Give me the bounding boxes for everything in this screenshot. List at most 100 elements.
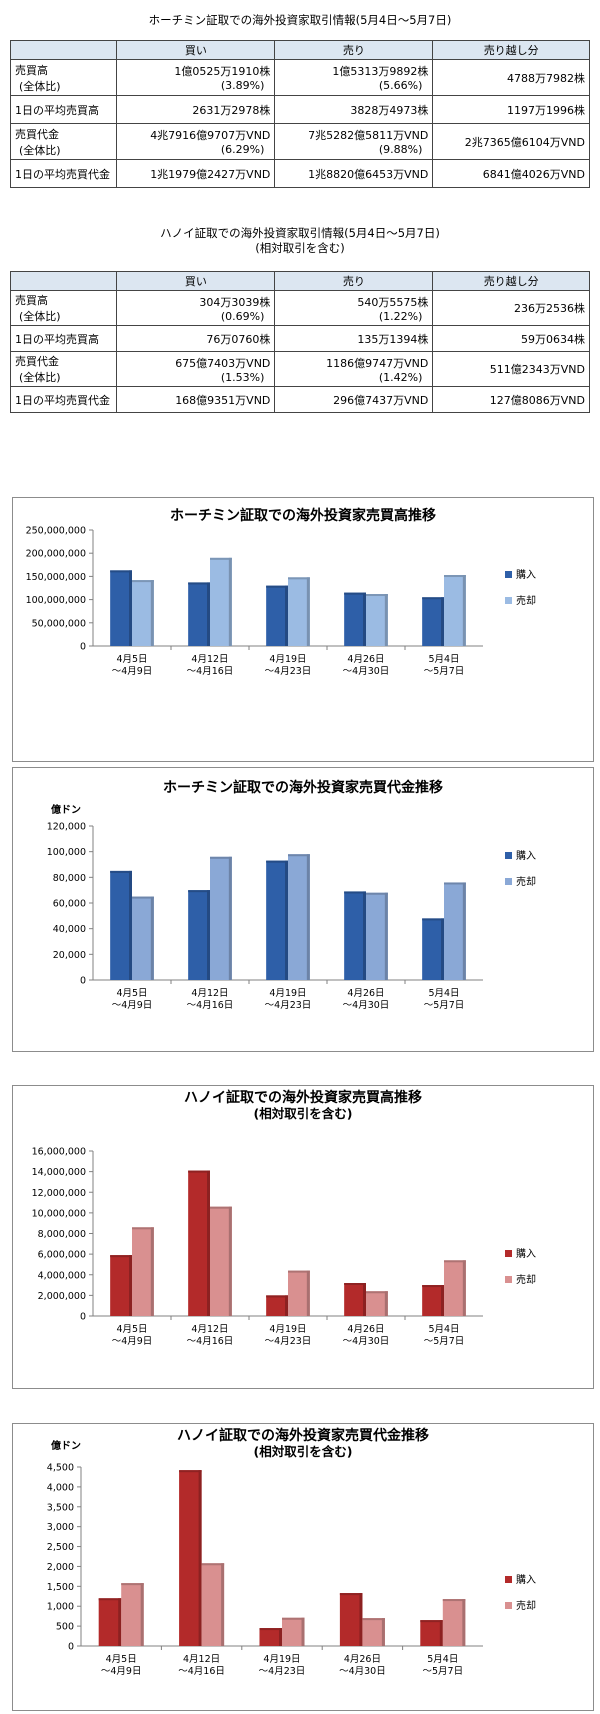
table-cell-buy: 1億0525万1910株 (3.89%) <box>116 59 276 96</box>
y-tick-label: 0 <box>80 976 86 987</box>
table-cell-sell: 135万1394株 <box>274 325 434 352</box>
cell-text: (6.29%) <box>220 143 265 156</box>
table-cell-buy: 76万0760株 <box>116 325 276 352</box>
y-tick-label: 250,000,000 <box>26 526 86 537</box>
y-tick-label: 16,000,000 <box>32 1147 86 1158</box>
table-cell-net: 1197万1996株 <box>432 95 590 124</box>
bar-top-edge <box>339 1593 363 1596</box>
bar-sell <box>132 580 154 646</box>
bar-top-edge <box>362 1618 385 1621</box>
x-tick-label: 4月12日 <box>191 988 228 999</box>
table-row: 1日の平均売買代金 1兆1979億2427万VND 1兆8820億6453万VND 6… <box>9 159 590 188</box>
bar-buy <box>266 1295 288 1316</box>
table-header-cell <box>9 271 118 291</box>
cell-text: (全体比) <box>19 143 61 157</box>
bar-side-shade <box>207 890 210 980</box>
bar-side-shade <box>441 918 444 980</box>
bar-top-edge <box>288 1270 310 1273</box>
y-tick-label: 100,000 <box>47 847 86 858</box>
cell-text: 7兆5282億5811万VND <box>308 129 429 142</box>
table-cell-sell: 296億7437万VND <box>274 386 434 413</box>
table-cell-buy: 2631万2978株 <box>116 95 276 124</box>
bar-side-shade <box>384 892 388 980</box>
y-tick-label: 6,000,000 <box>38 1250 86 1261</box>
bar-top-edge <box>344 891 366 894</box>
table-cell-buy: 168億9351万VND <box>116 386 276 413</box>
legend-swatch <box>505 1576 512 1583</box>
bar-top-edge <box>266 860 288 863</box>
bar-side-shade <box>363 891 366 980</box>
bar-top-edge <box>422 597 444 600</box>
legend-label: 売却 <box>516 875 536 888</box>
legend-swatch <box>505 852 512 859</box>
bar-buy <box>266 585 288 646</box>
table-cell-sell: 3828万4973株 <box>274 95 434 124</box>
y-tick-label: 1,000 <box>47 1602 74 1613</box>
table-header-cell: 売り越し分 <box>432 40 590 60</box>
cell-text: 127億8086万VND <box>489 393 585 407</box>
table-row: 売買代金 (全体比) 4兆7916億9707万VND (6.29%) 7兆5282億58… <box>9 123 590 160</box>
bar-top-edge <box>121 1583 144 1586</box>
x-tick-label: 4月26日 <box>347 988 384 999</box>
bar-side-shade <box>129 870 132 980</box>
cell-text: 1197万1996株 <box>507 103 585 117</box>
table-cell-sell: 1兆8820億6453万VND <box>274 159 434 188</box>
cell-text: 76万0760株 <box>206 332 271 346</box>
cell-text: (3.89%) <box>220 79 265 92</box>
x-tick-label: ～4月30日 <box>343 666 390 677</box>
x-tick-label: ～4月30日 <box>343 1336 390 1347</box>
legend-label: 購入 <box>516 568 536 581</box>
bar-sell <box>444 882 466 980</box>
table-cell-label: 売買高 (全体比) <box>9 59 118 96</box>
y-tick-label: 20,000 <box>53 950 86 961</box>
bar-sell <box>121 1583 144 1646</box>
cell-text: 1日の平均売買高 <box>15 332 99 346</box>
bar-buy <box>110 870 132 980</box>
bar-side-shade <box>198 1470 202 1646</box>
cell-text: (5.66%) <box>378 79 423 92</box>
bar-side-shade <box>384 594 388 646</box>
x-tick-label: ～5月7日 <box>424 1000 465 1011</box>
table-cell-label: 売買代金 (全体比) <box>9 123 118 160</box>
y-tick-label: 100,000,000 <box>26 595 86 606</box>
bar-buy <box>259 1628 282 1646</box>
cell-text: 4788万7982株 <box>507 71 585 85</box>
bar-side-shade <box>462 575 466 646</box>
cell-text: 1億0525万1910株 <box>174 65 271 78</box>
x-tick-label: ～4月23日 <box>259 1666 306 1677</box>
bar-buy <box>344 891 366 980</box>
bar-side-shade <box>441 597 444 646</box>
chart-hanoi-value-svg: ハノイ証取での海外投資家売買代金推移(相対取引を含む) 億ドン 0 500 1,000 1… <box>47 1427 536 1677</box>
bar-top-edge <box>132 580 154 583</box>
bar-top-edge <box>110 870 132 873</box>
bar-buy <box>266 860 288 980</box>
y-tick-label: 4,000,000 <box>38 1270 86 1281</box>
y-tick-label: 40,000 <box>53 924 86 935</box>
x-tick-label: ～4月30日 <box>343 1000 390 1011</box>
x-tick-label: ～4月9日 <box>112 1336 153 1347</box>
bar-side-shade <box>462 882 466 980</box>
bar-top-edge <box>422 918 444 921</box>
y-tick-label: 3,500 <box>47 1502 74 1513</box>
y-tick-label: 8,000,000 <box>38 1229 86 1240</box>
bar-sell <box>288 854 310 980</box>
legend-swatch <box>505 878 512 885</box>
x-tick-label: 4月5日 <box>116 1324 147 1335</box>
bar-buy <box>188 582 210 646</box>
cell-text: 59万0634株 <box>521 332 585 346</box>
table-cell-label: 1日の平均売買高 <box>9 325 118 352</box>
y-tick-label: 500 <box>56 1622 74 1633</box>
cell-text: (0.69%) <box>220 309 265 323</box>
legend-label: 購入 <box>516 849 536 862</box>
y-axis-label: 億ドン <box>51 1439 81 1452</box>
legend-swatch <box>505 597 512 604</box>
hanoi-trade-table: 買い 売り 売り越し分 売買高 (全体比) 304万3039株 (0.69%) 540万557… <box>9 271 590 413</box>
y-tick-label: 12,000,000 <box>32 1188 86 1199</box>
y-tick-label: 120,000 <box>47 822 86 833</box>
y-tick-label: 2,000,000 <box>38 1291 86 1302</box>
bar-side-shade <box>301 1617 305 1646</box>
x-tick-label: 4月5日 <box>106 1654 137 1665</box>
table-cell-net: 2兆7365億6104万VND <box>432 123 590 160</box>
table-header-cell <box>9 40 118 60</box>
y-tick-label: 2,500 <box>47 1542 74 1553</box>
